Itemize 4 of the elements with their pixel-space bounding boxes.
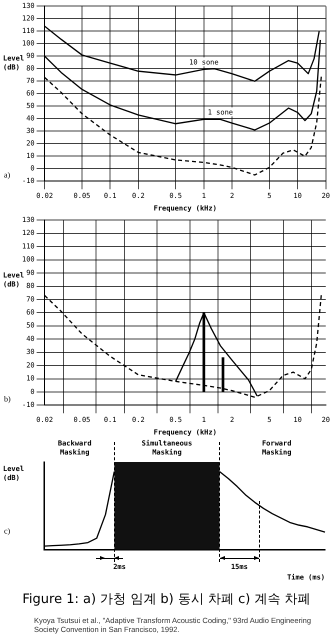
caption: Figure 1: a) 가청 임계 b) 동시 차폐 c) 계속 차폐 — [21, 591, 312, 608]
text: b) — [4, 394, 11, 404]
text: c) — [4, 526, 11, 536]
text: a) — [4, 170, 11, 180]
